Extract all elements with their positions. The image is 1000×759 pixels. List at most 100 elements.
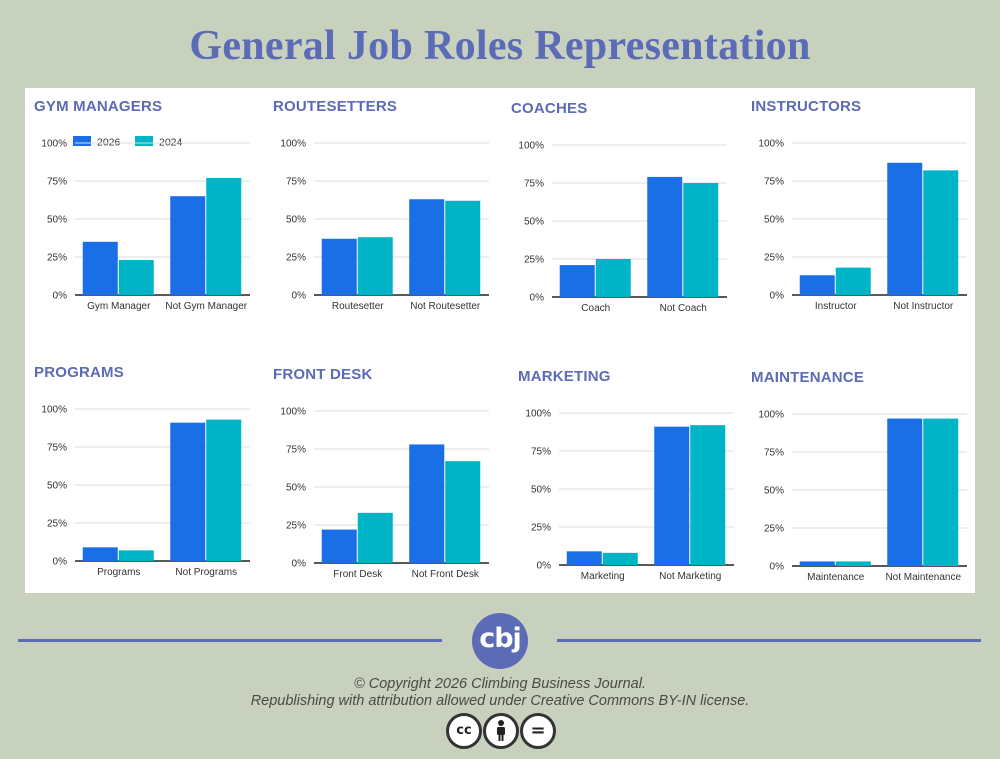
x-tick-label: Not Coach: [660, 303, 707, 314]
x-tick-label: Not Programs: [175, 567, 237, 578]
y-tick-label: 75%: [524, 179, 544, 190]
chart-title: MAINTENANCE: [751, 369, 865, 386]
y-tick-label: 25%: [764, 524, 784, 535]
y-tick-label: 100%: [518, 141, 544, 152]
x-tick-label: Maintenance: [807, 572, 865, 583]
x-tick-label: Programs: [97, 567, 140, 578]
bar-2026: [887, 418, 923, 566]
bar-2026: [647, 176, 683, 297]
by-icon: [483, 713, 519, 749]
y-tick-label: 50%: [47, 481, 67, 492]
chart-marketing: MARKETING 0% 25% 50% 75% 100% Marketing Not Ma…: [509, 358, 741, 603]
legend-swatch-2026: [73, 136, 91, 146]
y-tick-label: 75%: [531, 447, 551, 458]
chart-coaches: COACHES 0% 25% 50% 75% 100% Coach Not Coach: [502, 90, 734, 335]
bar-2024: [118, 550, 154, 561]
bar-2026: [799, 275, 835, 295]
y-tick-label: 100%: [758, 139, 784, 150]
y-tick-label: 25%: [47, 253, 67, 264]
y-tick-label: 25%: [531, 523, 551, 534]
bar-2026: [170, 422, 206, 561]
legend-swatch-2024: [135, 136, 153, 146]
y-tick-label: 100%: [41, 405, 67, 416]
y-tick-label: 100%: [41, 139, 67, 150]
chart-front-desk: FRONT DESK 0% 25% 50% 75% 100% Front Desk Not …: [264, 356, 496, 601]
bar-2026: [170, 196, 206, 295]
x-tick-label: Gym Manager: [87, 301, 151, 312]
bar-2024: [118, 260, 154, 295]
y-tick-label: 50%: [524, 217, 544, 228]
y-tick-label: 0%: [770, 562, 785, 573]
y-tick-label: 25%: [47, 519, 67, 530]
bar-2026: [409, 444, 445, 563]
y-tick-label: 0%: [770, 291, 785, 302]
y-tick-label: 25%: [524, 255, 544, 266]
bar-2024: [923, 170, 959, 295]
chart-svg: 0% 25% 50% 75% 100% Routesetter Not Routesette…: [280, 139, 489, 312]
chart-svg: 0% 25% 50% 75% 100% Marketing Not Marketing: [525, 409, 734, 582]
y-tick-label: 0%: [292, 559, 307, 570]
chart-title: COACHES: [511, 100, 588, 117]
copyright-text: © Copyright 2026 Climbing Business Journ…: [354, 676, 646, 692]
chart-svg: 0% 25% 50% 75% 100% Programs Not Programs: [41, 405, 250, 578]
y-tick-label: 50%: [764, 215, 784, 226]
bar-2026: [799, 561, 835, 566]
y-tick-label: 0%: [537, 561, 552, 572]
chart-svg: 0% 25% 50% 75% 100% Maintenance Not Maintenanc…: [758, 410, 967, 583]
bar-2026: [82, 241, 118, 295]
chart-svg: 0% 25% 50% 75% 100% Instructor Not Instructor: [758, 139, 967, 312]
x-tick-label: Marketing: [581, 571, 625, 582]
y-tick-label: 0%: [53, 291, 68, 302]
license-icons: cc =: [446, 713, 556, 749]
y-tick-label: 50%: [764, 486, 784, 497]
y-tick-label: 75%: [47, 177, 67, 188]
x-tick-label: Not Instructor: [893, 301, 954, 312]
y-tick-label: 25%: [286, 253, 306, 264]
chart-svg: 0% 25% 50% 75% 100% Coach Not Coach: [518, 141, 727, 314]
footer-divider-right: [557, 639, 981, 642]
page-title: General Job Roles Representation: [189, 23, 811, 69]
bar-2026: [321, 529, 357, 563]
bar-2026: [559, 265, 595, 297]
x-tick-label: Not Front Desk: [412, 569, 480, 580]
bar-2024: [206, 419, 242, 561]
cc-icon: cc: [446, 713, 482, 749]
charts-panel: GYM MANAGERS 2026 2024 0% 25% 50% 75% 100% Gym …: [25, 88, 975, 593]
nd-icon: =: [520, 713, 556, 749]
bar-2024: [923, 418, 959, 566]
chart-title: GYM MANAGERS: [34, 98, 163, 115]
chart-title: INSTRUCTORS: [751, 98, 862, 115]
chart-gym-managers: GYM MANAGERS 2026 2024 0% 25% 50% 75% 100% Gym …: [25, 88, 257, 333]
y-tick-label: 25%: [286, 521, 306, 532]
bar-2024: [835, 561, 871, 566]
x-tick-label: Not Marketing: [659, 571, 721, 582]
chart-svg: 0% 25% 50% 75% 100% Front Desk Not Front Desk: [280, 407, 489, 580]
bar-2024: [357, 237, 393, 295]
x-tick-label: Not Maintenance: [885, 572, 961, 583]
y-tick-label: 50%: [531, 485, 551, 496]
y-tick-label: 50%: [47, 215, 67, 226]
x-tick-label: Instructor: [815, 301, 857, 312]
chart-maintenance: MAINTENANCE 0% 25% 50% 75% 100% Maintenance No…: [742, 359, 974, 604]
bar-2026: [654, 426, 690, 565]
chart-title: FRONT DESK: [273, 366, 373, 383]
y-tick-label: 100%: [758, 410, 784, 421]
x-tick-label: Front Desk: [333, 569, 383, 580]
chart-title: ROUTESETTERS: [273, 98, 398, 115]
x-tick-label: Coach: [581, 303, 610, 314]
bar-2026: [82, 547, 118, 561]
chart-programs: PROGRAMS 0% 25% 50% 75% 100% Programs Not Prog…: [25, 354, 257, 599]
chart-title: PROGRAMS: [34, 364, 124, 381]
bar-2024: [357, 512, 393, 563]
bar-2024: [595, 259, 631, 297]
bar-2024: [683, 183, 719, 297]
y-tick-label: 0%: [292, 291, 307, 302]
person-icon: [497, 720, 505, 741]
y-tick-label: 75%: [286, 445, 306, 456]
y-tick-label: 100%: [280, 139, 306, 150]
x-tick-label: Not Routesetter: [410, 301, 481, 312]
bar-2024: [835, 267, 871, 295]
y-tick-label: 0%: [530, 293, 545, 304]
y-tick-label: 75%: [47, 443, 67, 454]
